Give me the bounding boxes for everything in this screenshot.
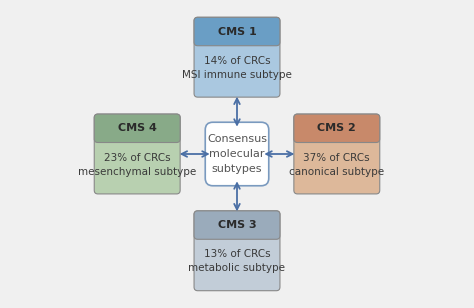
FancyBboxPatch shape — [194, 17, 280, 97]
Text: CMS 3: CMS 3 — [218, 220, 256, 230]
FancyBboxPatch shape — [194, 211, 280, 291]
Text: 37% of CRCs
canonical subtype: 37% of CRCs canonical subtype — [289, 152, 384, 176]
FancyBboxPatch shape — [194, 17, 280, 46]
FancyBboxPatch shape — [205, 122, 269, 186]
FancyBboxPatch shape — [294, 114, 380, 194]
FancyBboxPatch shape — [94, 114, 180, 194]
FancyBboxPatch shape — [294, 114, 380, 143]
FancyBboxPatch shape — [194, 211, 280, 239]
Text: 23% of CRCs
mesenchymal subtype: 23% of CRCs mesenchymal subtype — [78, 152, 196, 176]
Text: 14% of CRCs
MSI immune subtype: 14% of CRCs MSI immune subtype — [182, 56, 292, 80]
Text: Consensus
molecular
subtypes: Consensus molecular subtypes — [207, 134, 267, 174]
Text: CMS 2: CMS 2 — [318, 123, 356, 133]
Text: 13% of CRCs
metabolic subtype: 13% of CRCs metabolic subtype — [189, 249, 285, 274]
FancyBboxPatch shape — [94, 114, 180, 143]
Text: CMS 4: CMS 4 — [118, 123, 156, 133]
Text: CMS 1: CMS 1 — [218, 26, 256, 37]
